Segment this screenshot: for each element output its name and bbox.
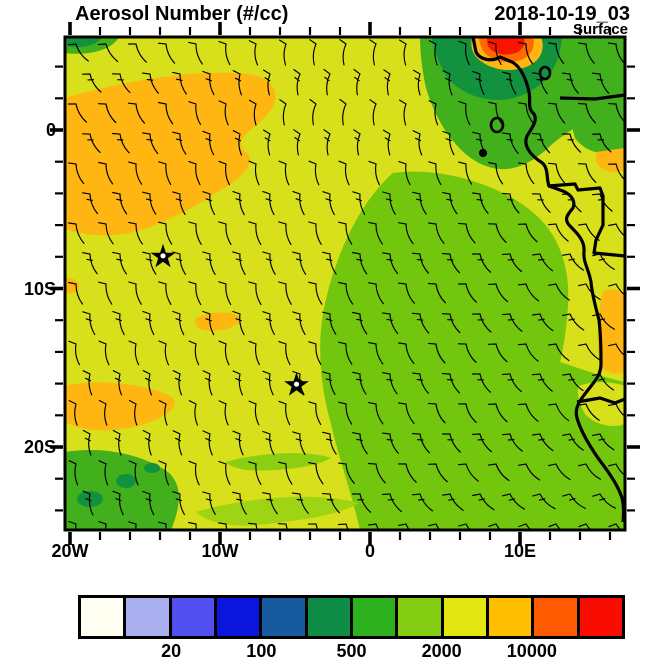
island-dot	[478, 148, 488, 158]
se-yellow-patch	[577, 382, 625, 426]
sw-dark-green-spot	[144, 463, 160, 473]
colorbar-cell-8	[440, 598, 486, 636]
colorbar-cell-7	[395, 598, 441, 636]
colorbar-cell-2	[168, 598, 214, 636]
wind-barbs-layer	[67, 39, 625, 530]
colorbar-cell-6	[349, 598, 396, 636]
left-orange-speck	[65, 277, 80, 294]
colorbar-cell-4	[259, 598, 305, 636]
field-layer	[65, 37, 625, 530]
left-orange-streak	[65, 382, 175, 431]
y-axis-label-0: 0	[45, 120, 56, 140]
x-axis-label-10W: 10W	[201, 541, 239, 561]
x-axis-label-10E: 10E	[503, 541, 537, 561]
colorbar-cell-10	[531, 598, 577, 636]
x-axis-label-0: 0	[364, 541, 375, 561]
coast-orange-small	[596, 148, 625, 173]
x-axis-label-20W: 20W	[51, 541, 89, 561]
y-axis-label-10S: 10S	[23, 278, 56, 299]
chart-datetime: 2018-10-19_03	[494, 3, 630, 25]
level-label: Surface	[572, 21, 628, 38]
colorbar-cell-3	[213, 598, 260, 636]
map-frame	[63, 35, 627, 532]
central-green-blob	[320, 171, 569, 530]
map-canvas	[50, 22, 640, 545]
country-border-2	[547, 182, 625, 258]
colorbar-tick-label-500: 500	[336, 641, 367, 661]
island-outline-2	[489, 116, 505, 134]
ne-coast-green	[569, 92, 625, 154]
colorbar-tick-label-20: 20	[161, 641, 182, 661]
africa-coastline	[471, 37, 625, 523]
star-marker	[150, 243, 176, 268]
colorbar-cell-0	[81, 598, 124, 636]
small-orange-patch	[195, 312, 241, 331]
colorbar-cell-11	[576, 598, 622, 636]
y-axis-label-20S: 20S	[23, 437, 56, 457]
star-marker	[284, 372, 309, 396]
island-outline-1	[538, 65, 552, 81]
chart-title: Aerosol Number (#/cc)	[75, 3, 289, 25]
colorbar	[78, 595, 625, 639]
colorbar-tick-label-100: 100	[246, 641, 277, 661]
sw-dark-green-spot	[116, 474, 136, 488]
country-border-1	[559, 93, 625, 101]
bottom-light-streak	[196, 496, 359, 526]
nw-orange-plume	[65, 72, 276, 236]
colorbar-tick-label-10000: 10000	[506, 641, 557, 661]
axis-ticks	[50, 22, 640, 545]
coastline-layer	[471, 37, 625, 523]
colorbar-tick-label-2000: 2000	[421, 641, 462, 661]
colorbar-cell-5	[304, 598, 350, 636]
colorbar-cell-9	[485, 598, 532, 636]
colorbar-cell-1	[123, 598, 169, 636]
country-border-3	[576, 396, 625, 405]
coast-orange-strip	[597, 289, 625, 374]
